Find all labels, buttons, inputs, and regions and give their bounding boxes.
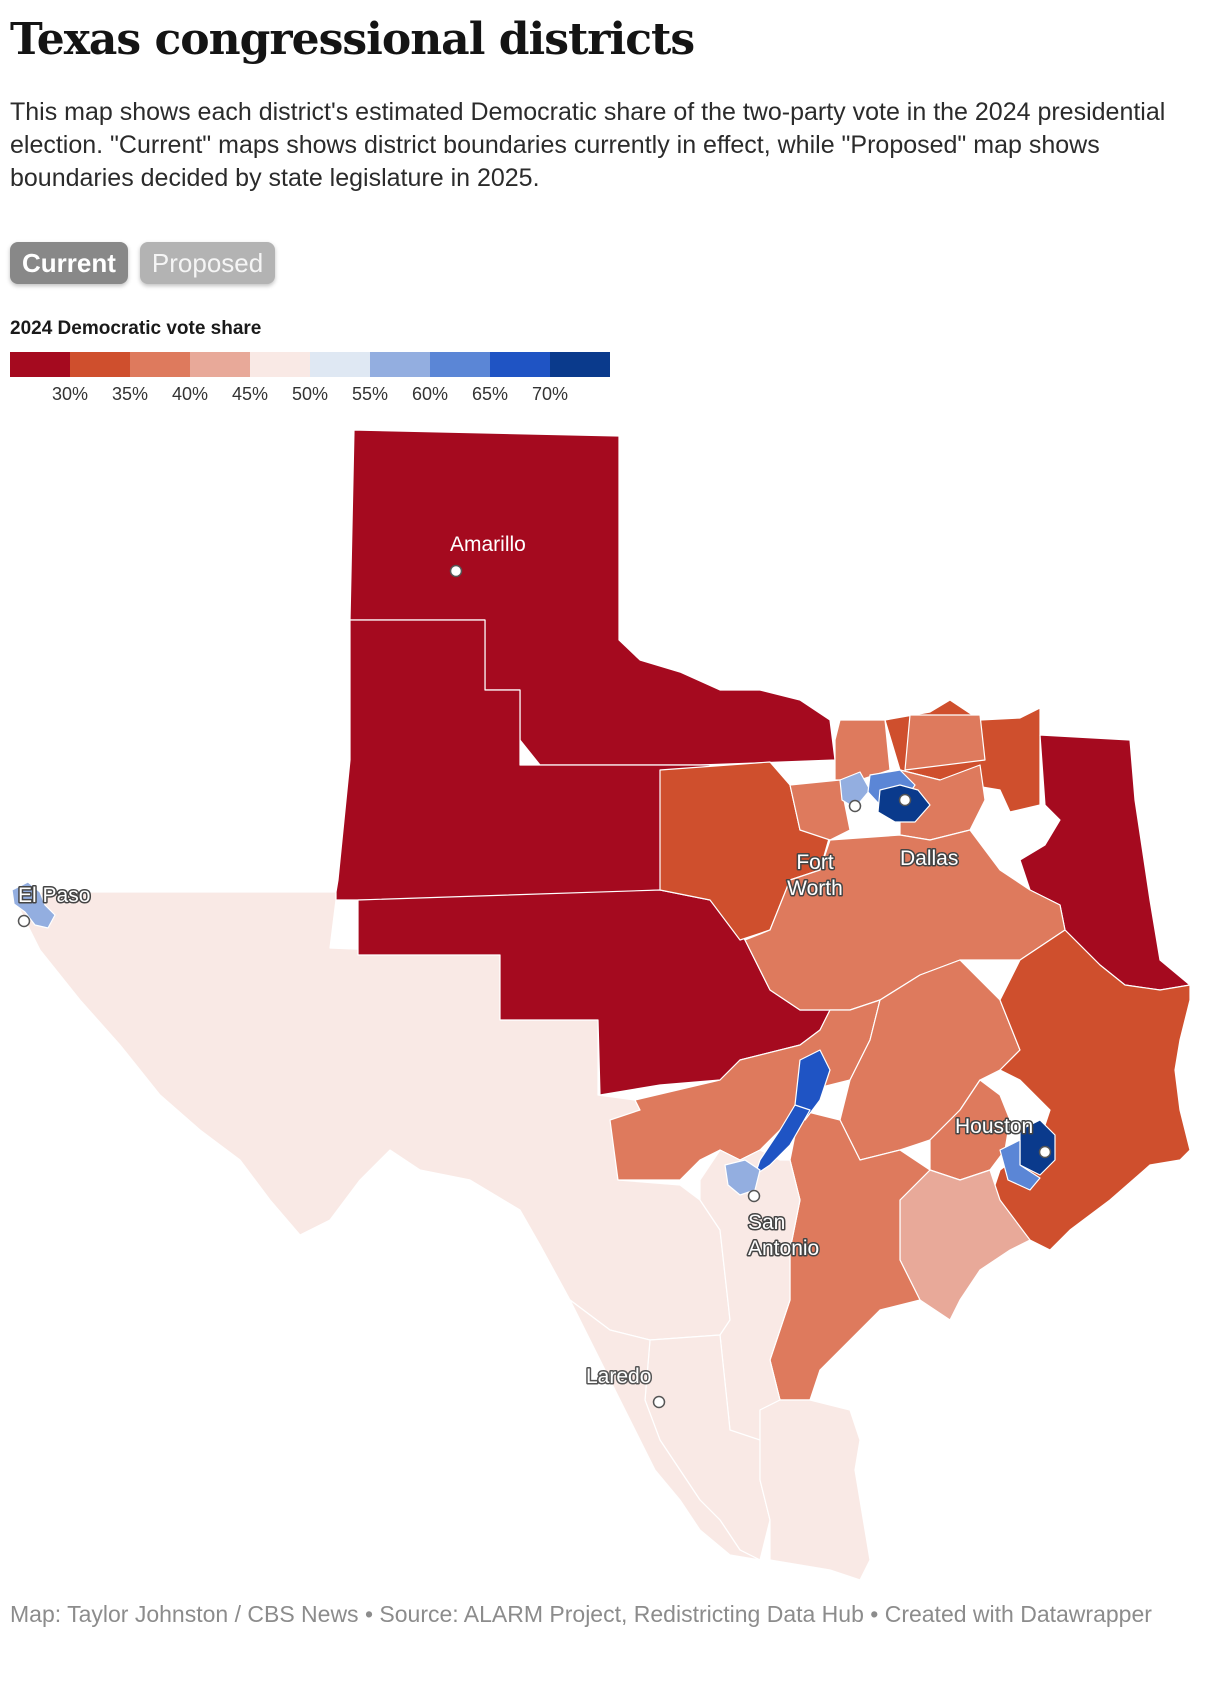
district-dfw-west[interactable]	[789, 779, 851, 841]
legend-color-scale	[10, 352, 610, 377]
legend-tick-label: 40%	[171, 384, 209, 404]
district-austin-corridor[interactable]	[754, 1104, 811, 1176]
el-paso-dot	[17, 914, 31, 928]
legend-tick-label: 70%	[531, 384, 569, 404]
texas-district-map[interactable]: Amarillo Fort Worth Dallas El Paso Housto…	[0, 415, 1220, 1585]
legend-tick-label: 35%	[111, 384, 149, 404]
legend-tick-label: 30%	[51, 384, 89, 404]
legend-tick-label: 55%	[351, 384, 389, 404]
amarillo-dot	[449, 564, 463, 578]
legend-tick-labels: 30% 35% 40% 45% 50% 55% 60% 65% 70%	[10, 384, 630, 410]
page-title: Texas congressional districts	[10, 14, 695, 65]
houston-dot	[1038, 1145, 1052, 1159]
legend-swatch	[10, 352, 70, 377]
city-label-fort-worth: Fort Worth	[787, 851, 843, 900]
district-dfw-north[interactable]	[834, 719, 891, 781]
tab-proposed[interactable]: Proposed	[139, 242, 276, 284]
city-label-houston: Houston	[955, 1115, 1033, 1138]
legend-tick-label: 45%	[231, 384, 269, 404]
san-antonio-dot	[747, 1189, 761, 1203]
legend-swatch	[190, 352, 250, 377]
city-label-dallas: Dallas	[900, 847, 958, 870]
city-label-san-antonio: San Antonio	[748, 1211, 819, 1260]
legend-tick-label: 60%	[411, 384, 449, 404]
map-description: This map shows each district's estimated…	[10, 98, 1166, 192]
district-el-paso[interactable]	[11, 881, 56, 929]
legend-tick-label: 65%	[471, 384, 509, 404]
city-label-laredo: Laredo	[586, 1365, 651, 1388]
legend-swatch	[130, 352, 190, 377]
legend-swatch	[430, 352, 490, 377]
legend-swatch	[550, 352, 610, 377]
tab-current[interactable]: Current	[10, 242, 128, 284]
district-rio-grande-valley-east[interactable]	[759, 1399, 871, 1581]
city-label-amarillo: Amarillo	[450, 533, 526, 556]
district-fort-worth[interactable]	[839, 771, 871, 809]
dallas-dot	[898, 793, 912, 807]
legend-tick-label: 50%	[291, 384, 329, 404]
city-label-el-paso: El Paso	[18, 884, 90, 907]
legend-swatch	[250, 352, 310, 377]
fort-worth-dot	[848, 799, 862, 813]
legend-swatch	[370, 352, 430, 377]
city-markers: Amarillo Fort Worth Dallas El Paso Housto…	[17, 532, 1052, 1409]
legend-swatch	[310, 352, 370, 377]
legend-swatch	[70, 352, 130, 377]
district-dfw-collin[interactable]	[904, 714, 986, 771]
legend-title: 2024 Democratic vote share	[10, 318, 262, 339]
district-laredo[interactable]	[569, 1299, 761, 1561]
district-houston-outer[interactable]	[999, 1139, 1041, 1191]
laredo-dot	[652, 1395, 666, 1409]
map-version-tabs: Current Proposed	[10, 242, 276, 284]
legend-swatch	[490, 352, 550, 377]
source-credit: Map: Taylor Johnston / CBS News • Source…	[10, 1601, 1152, 1627]
